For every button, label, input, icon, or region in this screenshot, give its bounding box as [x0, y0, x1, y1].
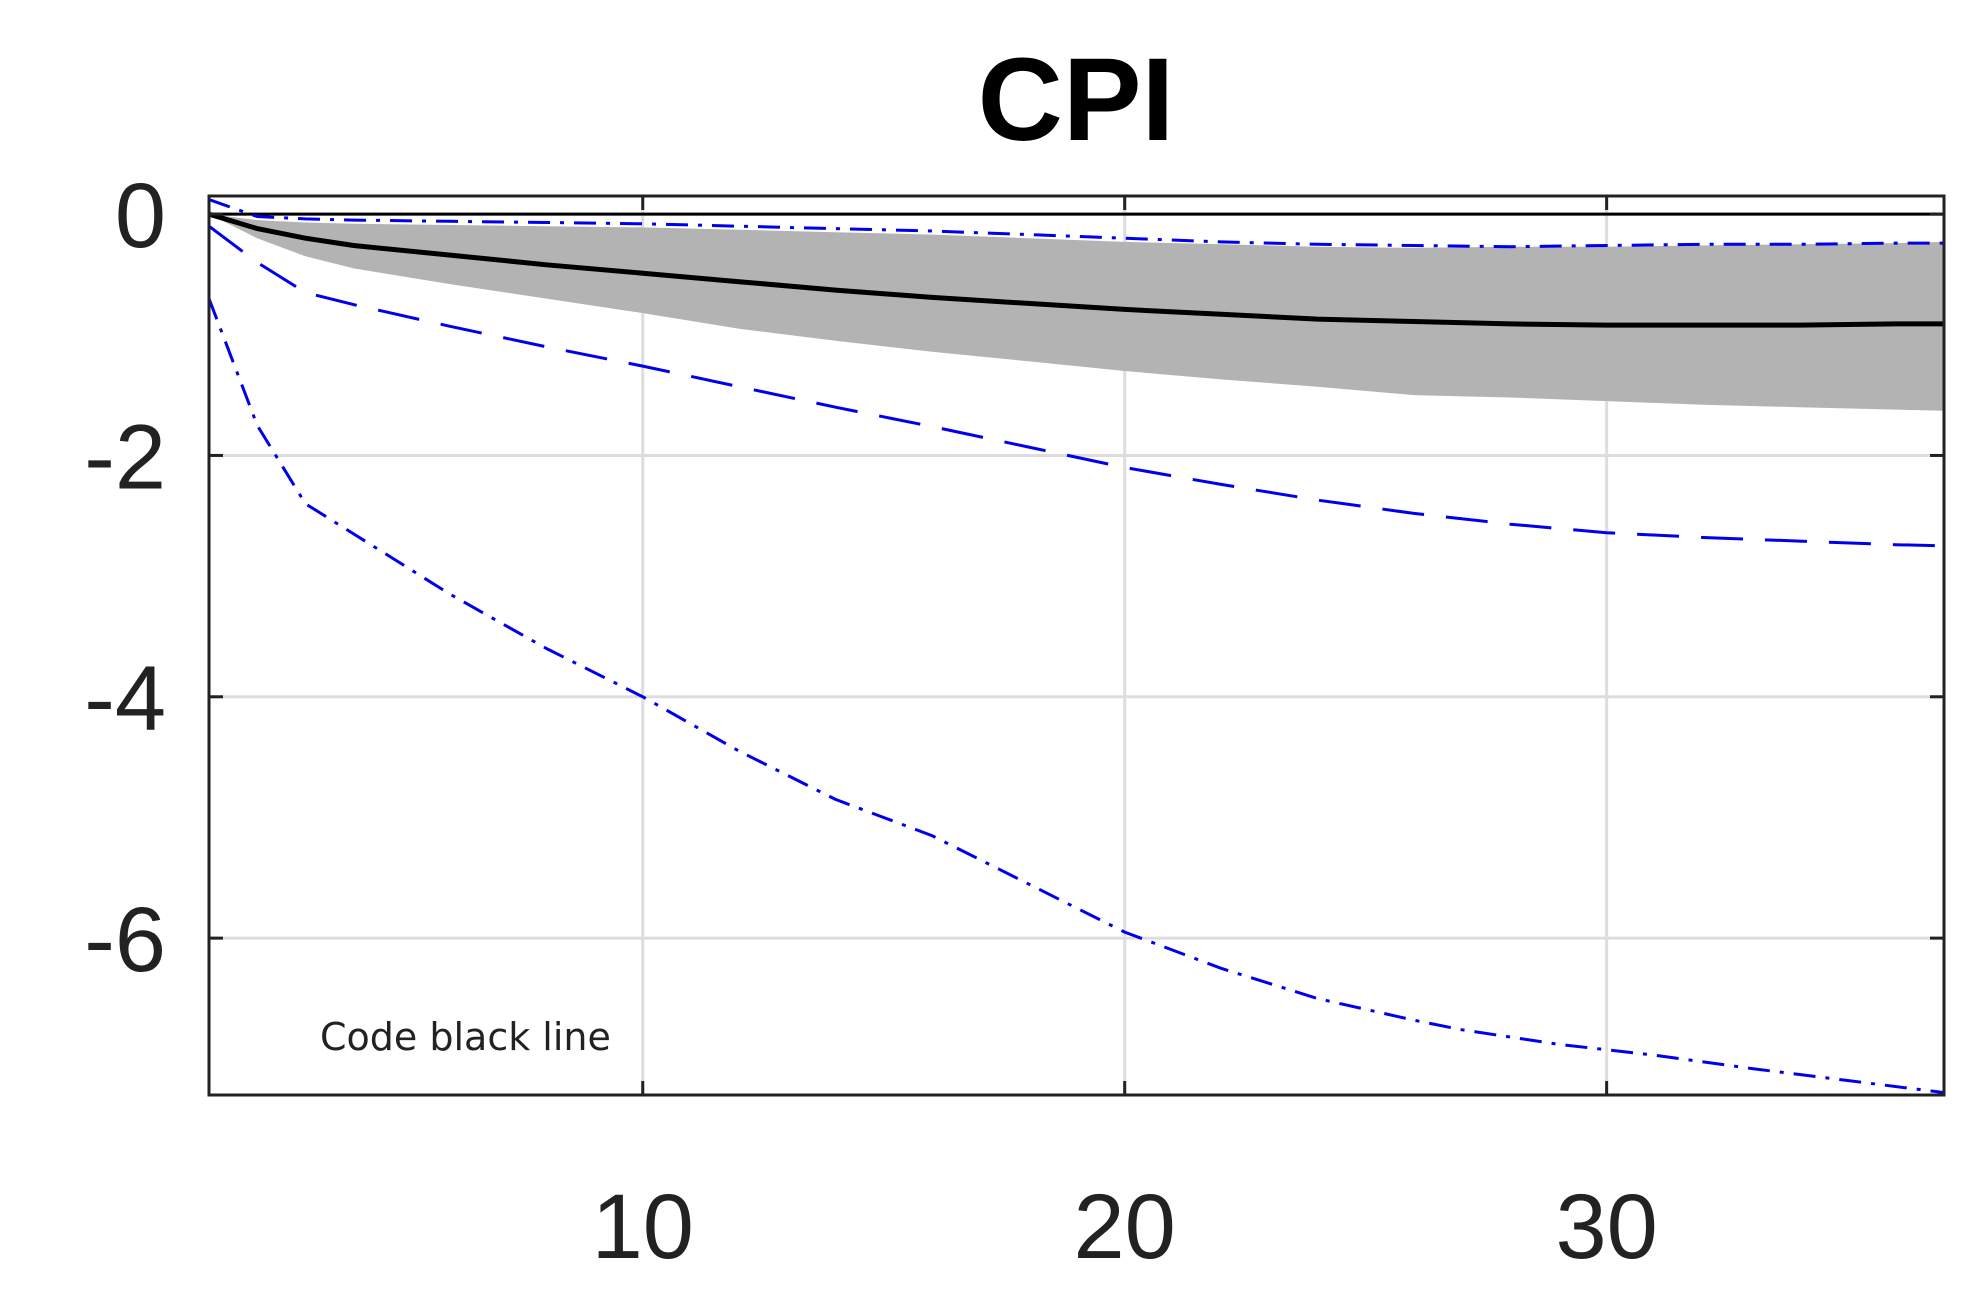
x-tick-label: 30: [1555, 1176, 1657, 1278]
axis-frame: [207, 194, 1946, 1097]
x-tick-label: 20: [1074, 1176, 1176, 1278]
plot-area: 10 20 30 0 -2 -4 -6 Code black line: [84, 165, 1946, 1278]
series-line-dashed-blue: [208, 225, 1945, 548]
chart-title: CPI: [978, 34, 1175, 166]
y-tick-label: -6: [84, 889, 166, 991]
series-line-dashdot-blue-lower: [207, 298, 1945, 1095]
x-tick-label: 10: [592, 1176, 694, 1278]
annotation-text: Code black line: [320, 1015, 611, 1059]
confidence-band: [209, 214, 1944, 411]
y-tick-label: 0: [115, 165, 166, 267]
y-tick-label: -2: [84, 406, 166, 508]
y-tick-label: -4: [84, 648, 166, 750]
series-line-solid-black: [208, 211, 1944, 328]
